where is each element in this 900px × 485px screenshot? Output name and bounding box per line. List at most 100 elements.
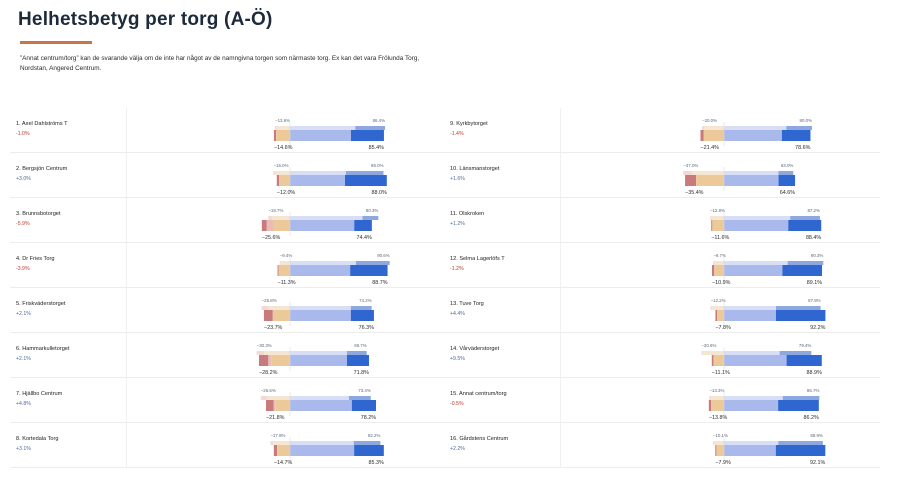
positive-label: 88.4% [806, 235, 821, 241]
very-negative-bar [712, 265, 715, 276]
very-negative-bar [261, 220, 267, 231]
positive-bar [290, 265, 351, 276]
prev-negative-label: −12.2% [711, 298, 726, 303]
very-positive-bar [346, 355, 369, 366]
row-label: 3. Brunnsbotorget [16, 211, 61, 217]
prev-very-positive-bar [362, 216, 379, 220]
prev-neutral-bar [702, 351, 724, 355]
positive-label: 74.4% [357, 235, 372, 241]
very-positive-bar [351, 400, 377, 411]
row-label: 9. Kyrkbytorget [450, 121, 488, 127]
prev-positive-label: 86.7% [807, 388, 820, 393]
positive-label: 78.2% [361, 415, 376, 421]
prev-very-negative-bar [268, 216, 273, 220]
row-label: 2. Bergsjön Centrum [16, 166, 68, 172]
row-divider [560, 198, 561, 242]
prev-negative-label: −13.6% [275, 118, 290, 123]
chart-row: 4. Dr Fries Torg -3.9% −9.4% 90.6% −11.3% 88.… [10, 243, 446, 288]
prev-positive-bar [724, 351, 780, 355]
row-label: 8. Kortedala Torg [16, 436, 59, 442]
chart-row: 2. Bergsjön Centrum +3.0% −15.0% 85.0% −12.0… [10, 153, 446, 198]
row-label: 11. Olskroken [450, 211, 485, 217]
row-change: +4.8% [16, 401, 31, 407]
prev-positive-bar [724, 171, 779, 175]
row-divider [126, 243, 127, 287]
prev-neutral-bar [713, 441, 724, 445]
row-label: 7. Hjällbo Centrum [16, 391, 63, 397]
prev-neutral-bar [704, 126, 724, 130]
neutral-bar [714, 265, 724, 276]
chart-row: 16. Gårdstens Centrum +2.2% −10.1% 89.9% −7.… [444, 423, 880, 468]
prev-positive-bar [724, 306, 777, 310]
prev-negative-label: −26.6% [261, 388, 276, 393]
positive-bar [724, 400, 779, 411]
row-divider [126, 378, 127, 422]
prev-negative-label: −9.7% [713, 253, 726, 258]
row-divider [560, 423, 561, 467]
prev-positive-bar [290, 396, 349, 400]
negative-bar [268, 355, 272, 366]
prev-positive-bar [290, 441, 354, 445]
row-divider [560, 153, 561, 197]
row-change: +4.4% [450, 311, 465, 317]
neutral-bar [711, 400, 724, 411]
neutral-bar [712, 220, 724, 231]
prev-very-negative-bar [279, 261, 281, 265]
chart-row: 10. Länsmanstorget +1.6% −37.0% 63.0% −35.4%… [444, 153, 880, 198]
row-divider [560, 288, 561, 332]
chart-row: 8. Kortedala Torg +3.1% −17.8% 82.2% −14.7% 8… [10, 423, 446, 468]
very-negative-bar [700, 130, 704, 141]
prev-positive-bar [290, 306, 351, 310]
very-positive-bar [778, 175, 796, 186]
prev-very-negative-bar [270, 441, 274, 445]
row-change: -1.2% [450, 266, 464, 272]
prev-positive-label: 90.3% [811, 253, 824, 258]
row-label: 10. Länsmanstorget [450, 166, 500, 172]
prev-neutral-bar [711, 396, 724, 400]
prev-neutral-bar [280, 261, 290, 265]
prev-very-negative-bar [709, 396, 712, 400]
prev-negative-label: −20.0% [702, 118, 717, 123]
prev-very-negative-bar [273, 171, 276, 175]
very-positive-bar [786, 355, 822, 366]
prev-neutral-bar [266, 396, 290, 400]
very-positive-bar [350, 310, 374, 321]
row-chart: −9.4% 90.6% −11.3% 88.7% [277, 253, 390, 286]
prev-neutral-bar [711, 306, 724, 310]
very-negative-bar [266, 400, 274, 411]
very-positive-bar [778, 400, 819, 411]
prev-very-positive-bar [356, 261, 390, 265]
row-label: 13. Tuve Torg [450, 301, 484, 307]
prev-positive-bar [724, 216, 791, 220]
row-chart: −10.1% 89.9% −7.9% 92.1% [712, 433, 826, 466]
row-label: 14. Vårväderstorget [450, 346, 500, 352]
prev-positive-label: 85.0% [371, 163, 384, 168]
prev-very-positive-bar [787, 261, 824, 265]
negative-label: −7.9% [715, 460, 731, 466]
negative-label: −12.0% [277, 190, 296, 196]
prev-positive-label: 82.2% [368, 433, 381, 438]
prev-very-negative-bar [702, 126, 705, 130]
negative-label: −14.6% [274, 145, 293, 151]
prev-positive-bar [724, 261, 788, 265]
very-negative-bar [715, 310, 718, 321]
neutral-bar [703, 130, 724, 141]
prev-positive-label: 86.4% [373, 118, 386, 123]
positive-label: 88.0% [372, 190, 387, 196]
chart-row: 5. Friskväderstorget +2.1% −25.8% 74.2% −23.… [10, 288, 446, 333]
row-divider [126, 333, 127, 377]
row-divider [126, 108, 127, 152]
prev-very-positive-bar [778, 441, 823, 445]
prev-negative-label: −37.0% [683, 163, 698, 168]
negative-bar [266, 220, 274, 231]
positive-bar [290, 355, 347, 366]
neutral-bar [279, 175, 290, 186]
prev-very-negative-bar [710, 306, 712, 310]
prev-very-negative-bar [712, 441, 714, 445]
prev-neutral-bar [710, 216, 724, 220]
very-negative-bar [685, 175, 697, 186]
negative-bar [273, 400, 276, 411]
prev-negative-label: −30.3% [257, 343, 272, 348]
prev-neutral-bar [276, 126, 290, 130]
positive-bar [290, 400, 352, 411]
